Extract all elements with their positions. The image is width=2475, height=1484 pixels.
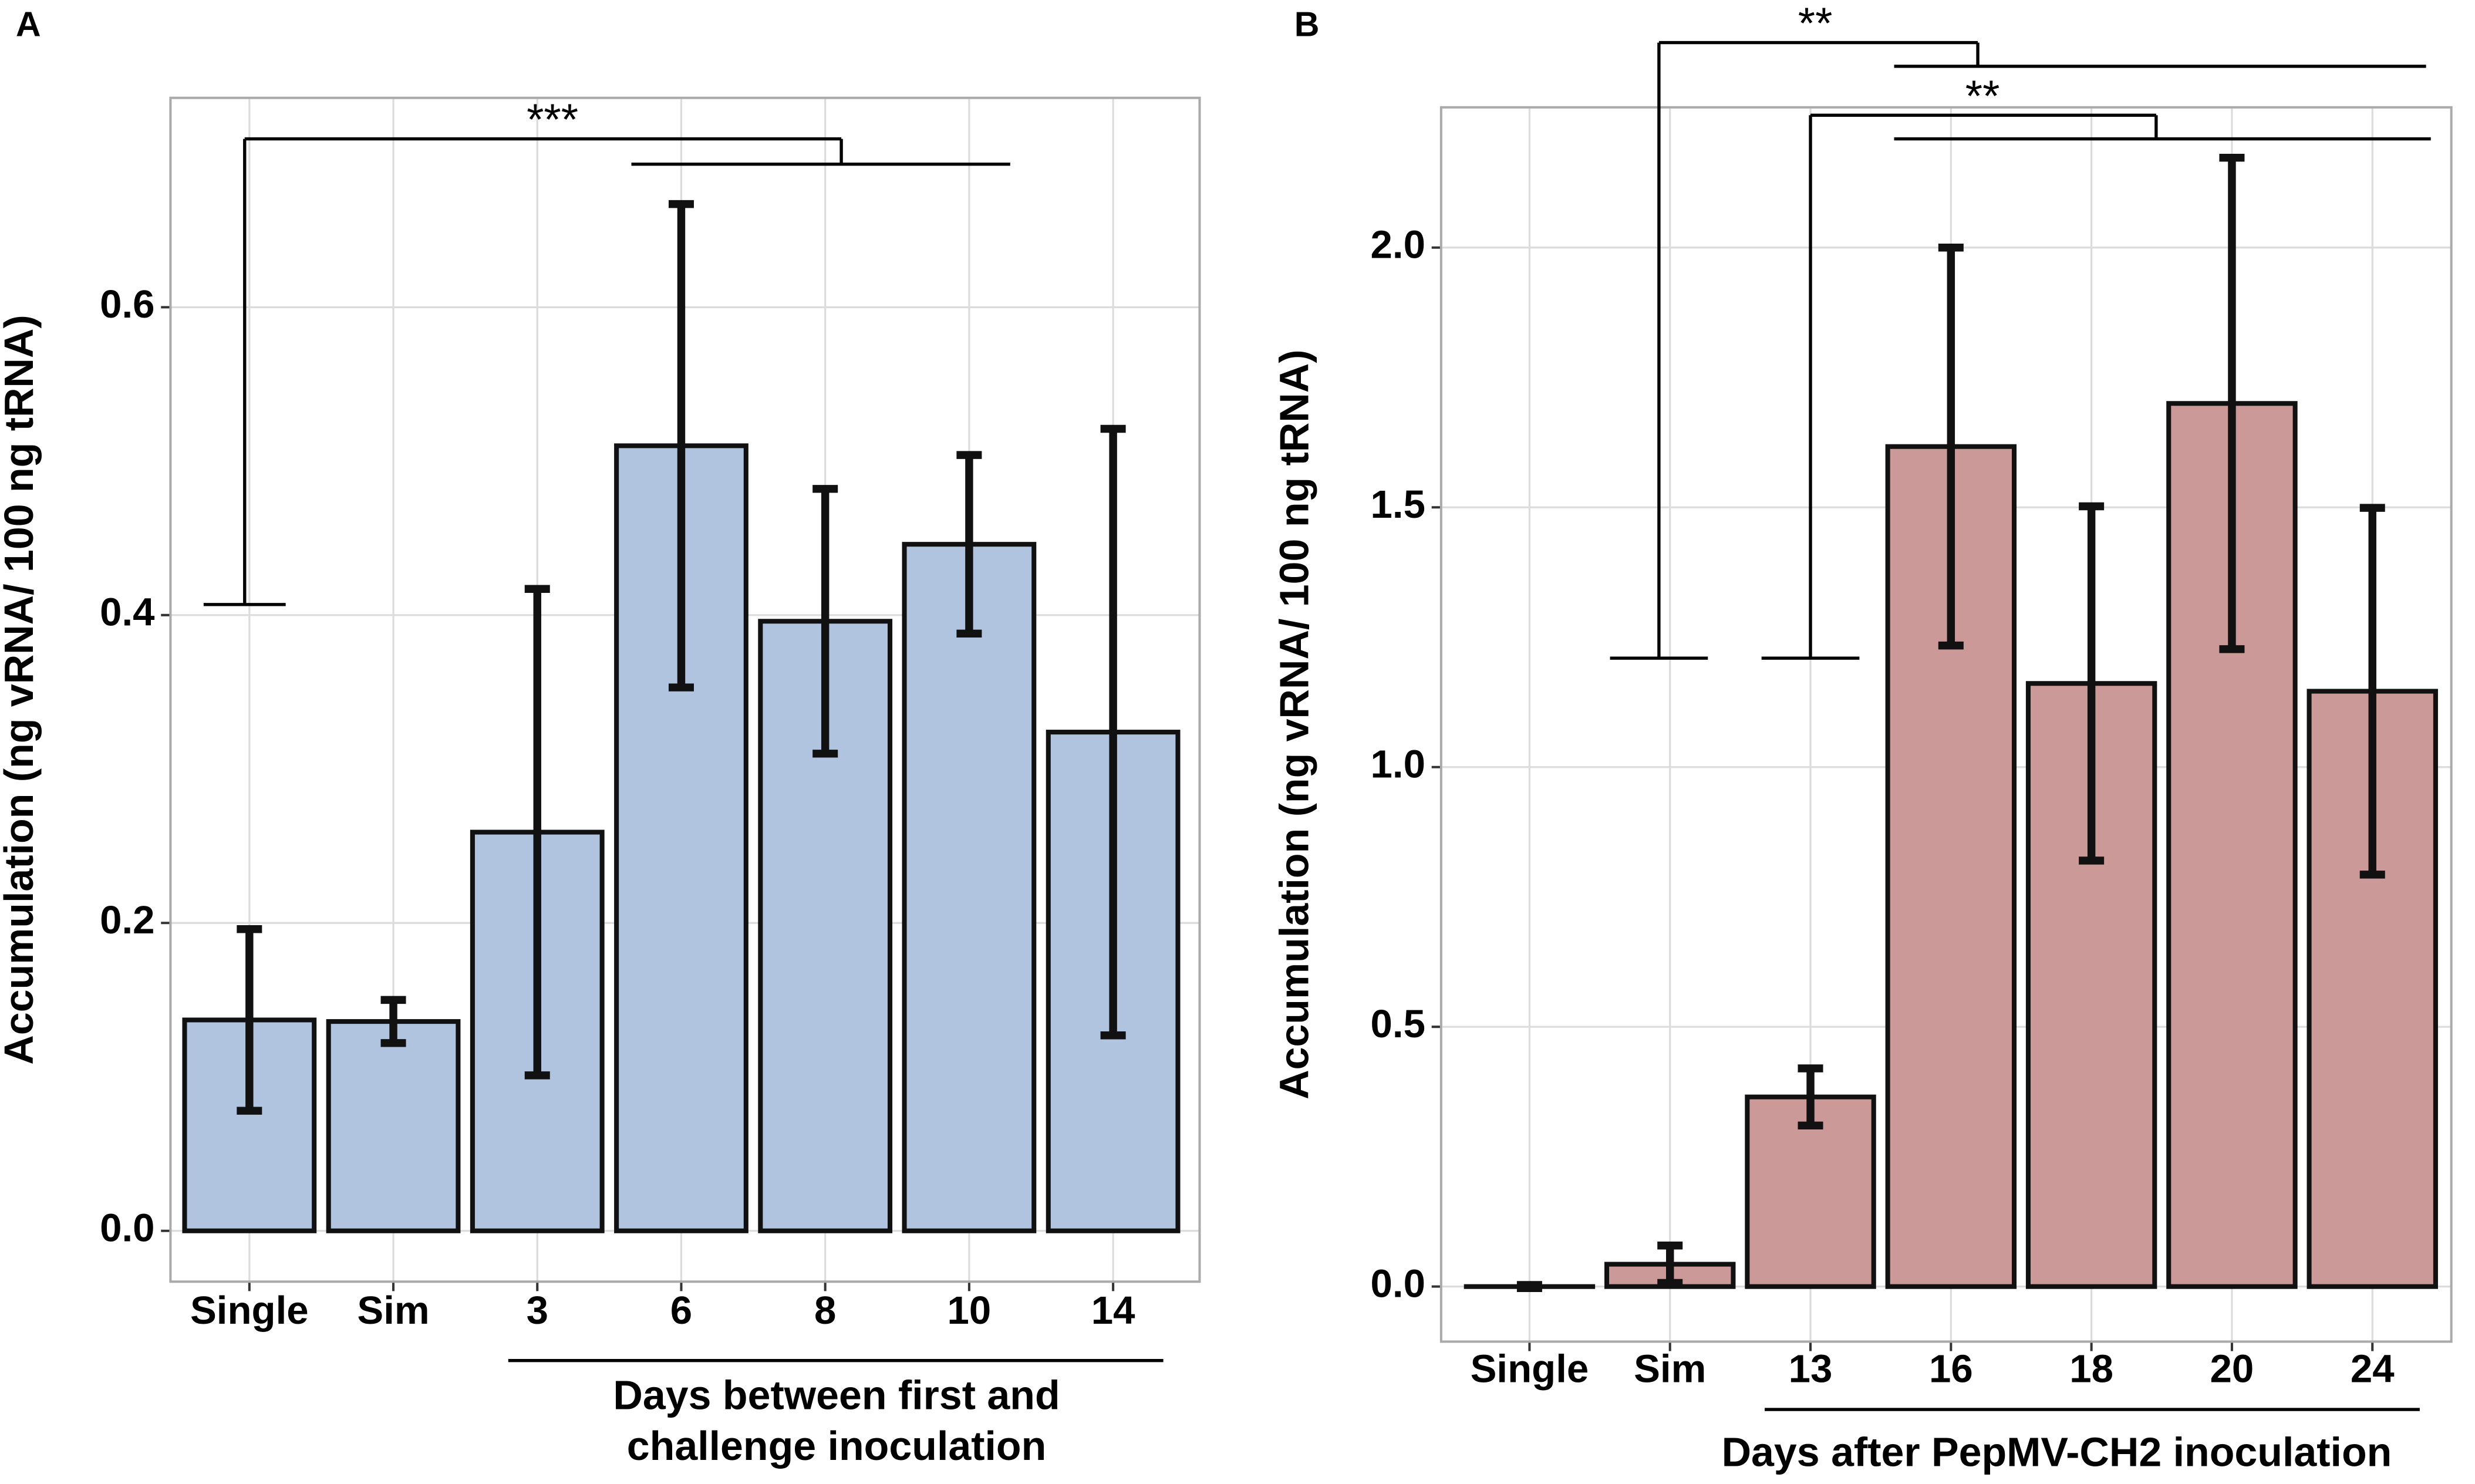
error-bar — [2359, 504, 2385, 879]
error-bar — [380, 996, 406, 1047]
x-tick-label: 3 — [527, 1289, 548, 1333]
error-bar — [1938, 244, 1964, 650]
error-bar — [237, 925, 262, 1115]
y-tick-label: 1.0 — [1371, 742, 1425, 786]
y-tick-label: 1.5 — [1371, 483, 1425, 527]
error-bar — [668, 200, 694, 692]
x-tick-label: Single — [190, 1289, 309, 1333]
significance-label: ** — [1965, 71, 2000, 120]
x-tick-label: Single — [1471, 1347, 1589, 1391]
x-tick-label: 6 — [670, 1289, 692, 1333]
y-tick-label: 0.0 — [1371, 1262, 1425, 1306]
error-bar — [1798, 1064, 1823, 1130]
significance-label: *** — [527, 95, 578, 144]
y-axis-title: Accumulation (ng vRNA/ 100 ng tRNA) — [1272, 349, 1317, 1099]
x-tick-label: 10 — [947, 1289, 992, 1333]
x-tick-label: Sim — [357, 1289, 429, 1333]
error-bar — [1516, 1281, 1542, 1293]
error-bar — [2219, 153, 2245, 653]
x-axis-title: challenge inoculation — [627, 1423, 1047, 1469]
x-axis-title: Days after PepMV-CH2 inoculation — [1722, 1429, 2392, 1475]
y-tick-label: 0.4 — [100, 591, 155, 635]
plot-border — [169, 96, 1201, 1283]
error-bar — [1657, 1242, 1683, 1287]
x-tick-label: 8 — [814, 1289, 836, 1333]
bar — [902, 542, 1037, 1233]
y-tick-label: 2.0 — [1371, 223, 1425, 267]
error-bar — [1100, 424, 1126, 1040]
error-bar — [524, 585, 550, 1080]
error-bar — [956, 451, 982, 638]
x-tick-label: 20 — [2210, 1347, 2254, 1391]
y-tick-label: 0.5 — [1371, 1002, 1425, 1046]
panel-label: A — [16, 4, 41, 43]
y-tick-label: 0.2 — [100, 898, 154, 942]
bar — [326, 1019, 461, 1233]
y-tick-label: 0.6 — [100, 282, 154, 326]
x-tick-label: 14 — [1091, 1289, 1135, 1333]
plot-border — [1439, 106, 2453, 1343]
x-axis-title: Days between first and — [613, 1372, 1060, 1418]
panel-label: B — [1294, 4, 1320, 43]
x-tick-label: 13 — [1789, 1347, 1833, 1391]
error-bar — [812, 485, 838, 758]
x-tick-label: Sim — [1634, 1347, 1706, 1391]
significance-label: ** — [1798, 0, 1833, 48]
error-bar — [2079, 502, 2105, 865]
y-axis-title: Accumulation (ng vRNA/ 100 ng tRNA) — [0, 315, 42, 1065]
x-tick-label: 24 — [2351, 1347, 2395, 1391]
y-tick-label: 0.0 — [100, 1206, 154, 1250]
x-tick-label: 16 — [1929, 1347, 1973, 1391]
x-tick-label: 18 — [2069, 1347, 2113, 1391]
